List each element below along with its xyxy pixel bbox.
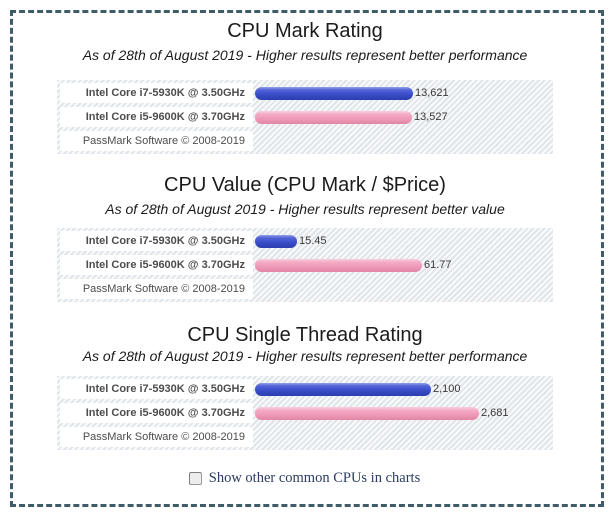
bar-i7-5930k [255,382,431,396]
bar-area: 13,527 [253,107,550,127]
cpu-label-i7-5930k: Intel Core i7-5930K @ 3.50GHz [60,83,253,103]
show-other-cpus-checkbox[interactable] [188,472,202,485]
bar-i7-5930k [255,234,297,248]
bar-area: 15.45 [253,231,550,251]
bar-area: 13,621 [253,83,550,103]
bar-value: 15.45 [299,235,327,247]
chart-row: Intel Core i7-5930K @ 3.50GHz 13,621 [60,83,550,103]
bar-i5-9600k [255,258,422,272]
chart-row: PassMark Software © 2008-2019 [60,131,550,151]
chart-row: Intel Core i7-5930K @ 3.50GHz 2,100 [60,379,550,399]
cpu-value-subtitle: As of 28th of August 2019 - Higher resul… [105,201,505,217]
cpu-single-thread-title: CPU Single Thread Rating [187,324,423,346]
cpu-mark-title: CPU Mark Rating [227,20,383,42]
cpu-label-i5-9600k: Intel Core i5-9600K @ 3.70GHz [60,107,253,127]
bar-i5-9600k [255,110,412,124]
bar-i7-5930k [255,86,413,100]
cpu-label-i5-9600k: Intel Core i5-9600K @ 3.70GHz [60,255,253,275]
cpu-label-i7-5930k: Intel Core i7-5930K @ 3.50GHz [60,231,253,251]
cpu-single-thread-subtitle: As of 28th of August 2019 - Higher resul… [82,348,528,364]
cpu-label-i5-9600k: Intel Core i5-9600K @ 3.70GHz [60,403,253,423]
bar-value: 13,621 [415,87,449,99]
bar-value: 13,527 [414,111,448,123]
cpu-value-chart: Intel Core i7-5930K @ 3.50GHz 15.45 Inte… [57,228,553,302]
cpu-value-title: CPU Value (CPU Mark / $Price) [164,174,446,196]
cpu-single-thread-chart: Intel Core i7-5930K @ 3.50GHz 2,100 Inte… [57,376,553,450]
chart-row: Intel Core i7-5930K @ 3.50GHz 15.45 [60,231,550,251]
bar-i5-9600k [255,406,479,420]
chart-row: Intel Core i5-9600K @ 3.70GHz 61.77 [60,255,550,275]
chart-options-row: Show other common CPUs in charts [0,470,609,487]
bar-value: 2,100 [433,383,461,395]
passmark-copyright: PassMark Software © 2008-2019 [60,131,253,151]
chart-row: Intel Core i5-9600K @ 3.70GHz 2,681 [60,403,550,423]
cpu-label-i7-5930k: Intel Core i7-5930K @ 3.50GHz [60,379,253,399]
bar-value: 61.77 [424,259,452,271]
chart-row: PassMark Software © 2008-2019 [60,427,550,447]
bar-area [253,279,550,299]
bar-area: 2,681 [253,403,550,423]
passmark-copyright: PassMark Software © 2008-2019 [60,279,253,299]
cpu-mark-chart: Intel Core i7-5930K @ 3.50GHz 13,621 Int… [57,80,553,154]
chart-row: PassMark Software © 2008-2019 [60,279,550,299]
show-other-cpus-label: Show other common CPUs in charts [208,470,421,486]
passmark-copyright: PassMark Software © 2008-2019 [60,427,253,447]
bar-value: 2,681 [481,407,509,419]
bar-area [253,427,550,447]
bar-area: 2,100 [253,379,550,399]
chart-row: Intel Core i5-9600K @ 3.70GHz 13,527 [60,107,550,127]
bar-area [253,131,550,151]
cpu-mark-subtitle: As of 28th of August 2019 - Higher resul… [82,47,528,63]
bar-area: 61.77 [253,255,550,275]
